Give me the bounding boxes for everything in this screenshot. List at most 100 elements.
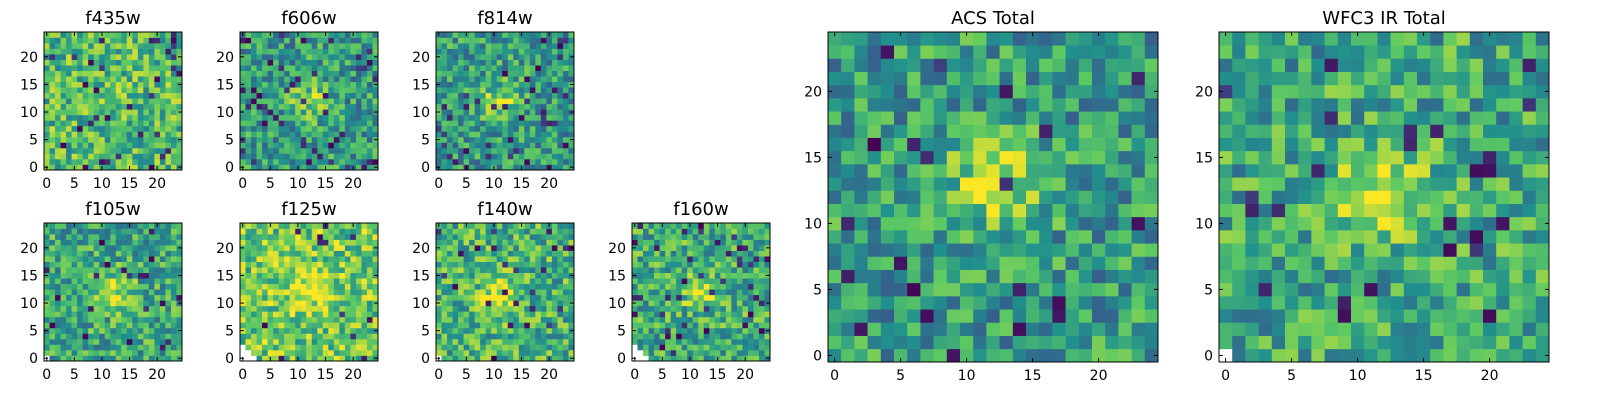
- heatmap-cell: [262, 294, 268, 301]
- heatmap-cell: [1078, 296, 1093, 310]
- heatmap-cell: [165, 344, 172, 351]
- heatmap-cell: [474, 338, 481, 345]
- heatmap-cell: [535, 136, 542, 143]
- heatmap-cell: [311, 43, 318, 49]
- heatmap-cell: [132, 65, 139, 71]
- heatmap-cell: [372, 239, 379, 246]
- heatmap-cell: [82, 32, 89, 38]
- heatmap-cell: [557, 59, 564, 66]
- heatmap-cell: [502, 125, 509, 132]
- heatmap-cell: [165, 131, 172, 138]
- heatmap-cell: [1131, 177, 1146, 191]
- heatmap-cell: [300, 338, 307, 345]
- heatmap-cell: [485, 228, 492, 235]
- heatmap-cell: [562, 234, 569, 240]
- heatmap-cell: [339, 65, 346, 71]
- heatmap-cell: [568, 267, 575, 274]
- heatmap-cell: [758, 250, 765, 257]
- heatmap-cell: [77, 267, 83, 274]
- heatmap-cell: [557, 65, 564, 71]
- heatmap-cell: [121, 109, 128, 116]
- heatmap-cell: [546, 333, 553, 340]
- heatmap-cell: [436, 125, 442, 132]
- heatmap-cell: [529, 109, 536, 116]
- heatmap-cell: [339, 164, 346, 171]
- heatmap-cell: [524, 48, 531, 55]
- heatmap-cell: [725, 278, 732, 285]
- heatmap-cell: [339, 300, 346, 307]
- heatmap-cell: [300, 32, 307, 38]
- heatmap-cell: [126, 59, 133, 66]
- heatmap-cell: [170, 278, 177, 285]
- heatmap-cell: [447, 54, 453, 60]
- heatmap-cell: [562, 37, 569, 44]
- heatmap-cell: [361, 234, 368, 240]
- heatmap-cell: [692, 267, 699, 274]
- heatmap-cell: [170, 32, 177, 38]
- heatmap-cell: [518, 43, 525, 49]
- heatmap-cell: [44, 87, 50, 94]
- heatmap-cell: [681, 272, 688, 279]
- heatmap-cell: [366, 98, 373, 105]
- heatmap-cell: [1026, 190, 1040, 204]
- heatmap-cell: [170, 70, 177, 77]
- heatmap-cell: [441, 59, 448, 66]
- heatmap-cell: [933, 348, 948, 363]
- heatmap-cell: [66, 59, 72, 66]
- heatmap-cell: [273, 267, 279, 274]
- heatmap-cell: [110, 164, 117, 171]
- heatmap-cell: [736, 234, 743, 240]
- heatmap-cell: [71, 92, 78, 99]
- heatmap-cell: [132, 147, 139, 154]
- heatmap-cell: [973, 177, 987, 191]
- heatmap-cell: [71, 338, 78, 345]
- heatmap-cell: [643, 267, 649, 274]
- heatmap-cell: [643, 234, 649, 240]
- heatmap-cell: [507, 131, 514, 138]
- heatmap-cell: [165, 283, 172, 290]
- heatmap-cell: [132, 283, 139, 290]
- heatmap-cell: [562, 120, 569, 127]
- heatmap-cell: [372, 158, 379, 165]
- heatmap-cell: [159, 65, 166, 71]
- heatmap-cell: [110, 278, 117, 285]
- heatmap-cell: [143, 300, 150, 307]
- heatmap-cell: [535, 278, 542, 285]
- heatmap-cell: [71, 300, 78, 307]
- heatmap-cell: [88, 120, 95, 127]
- heatmap-cell: [507, 327, 514, 334]
- heatmap-cell: [115, 43, 122, 49]
- y-tick-label: 20: [20, 50, 38, 66]
- heatmap-cell: [289, 59, 296, 66]
- heatmap-cell: [676, 289, 683, 296]
- heatmap-cell: [93, 239, 100, 246]
- heatmap-cell: [524, 349, 531, 356]
- heatmap-cell: [240, 305, 246, 312]
- heatmap-cell: [82, 76, 89, 83]
- heatmap-cell: [143, 54, 150, 60]
- heatmap-cell: [366, 344, 373, 351]
- heatmap-cell: [725, 261, 732, 268]
- heatmap-cell: [703, 267, 710, 274]
- heatmap-cell: [546, 103, 553, 110]
- heatmap-cell: [502, 223, 509, 229]
- heatmap-cell: [518, 294, 525, 301]
- heatmap-cell: [637, 245, 644, 251]
- heatmap-cell: [894, 150, 908, 165]
- heatmap-cell: [328, 43, 335, 49]
- x-tick-label: 20: [540, 367, 558, 383]
- heatmap-cell: [77, 87, 83, 94]
- heatmap-cell: [311, 54, 318, 60]
- heatmap-cell: [267, 327, 274, 334]
- heatmap-cell: [289, 311, 296, 318]
- heatmap-cell: [328, 316, 335, 323]
- heatmap-cell: [71, 153, 78, 160]
- heatmap-cell: [176, 76, 183, 83]
- heatmap-cell: [458, 338, 464, 345]
- heatmap-cell: [632, 349, 638, 356]
- heatmap-cell: [496, 98, 503, 105]
- heatmap-cell: [551, 349, 558, 356]
- heatmap-cell: [121, 278, 128, 285]
- heatmap-cell: [452, 305, 459, 312]
